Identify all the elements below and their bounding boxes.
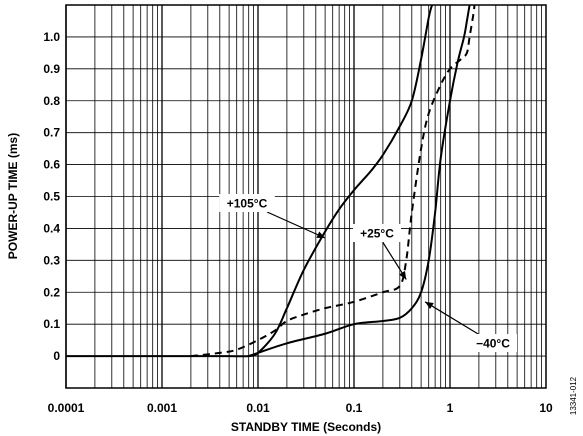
x-tick-label: 0.0001 [48,401,85,415]
y-tick-label: 0.2 [43,285,60,299]
y-tick-label: 0.6 [43,158,60,172]
x-tick-label: 0.01 [246,401,270,415]
annotation-arrowhead [399,270,407,280]
annotation-label: +105°C [227,197,268,211]
grid [65,4,546,389]
annotation-label: −40°C [476,337,510,351]
y-tick-label: 1.0 [43,30,60,44]
y-tick-label: 0.4 [43,221,60,235]
series-layer [66,5,476,358]
plot-area-frame [65,4,547,389]
y-tick-label: 0.5 [43,190,60,204]
annotation-box [469,334,517,352]
annotation-box [219,194,275,212]
y-tick-labels: 0 0.1 0.2 0.3 0.4 0.5 0.6 0.7 0.8 0.9 1.0 [43,30,60,363]
y-tick-label: 0.8 [43,94,60,108]
x-axis-label: STANDBY TIME (Seconds) [231,420,381,434]
x-tick-label: 10 [539,401,553,415]
annotation-layer: +105°C +25°C −40°C [219,194,517,352]
x-tick-label: 1 [447,401,454,415]
series-line-2 [248,5,471,358]
y-tick-label: 0.3 [43,253,60,267]
figure-id: 13341-012 [569,376,578,415]
series-line-0 [66,5,434,358]
annotation-arrowhead [425,301,434,309]
annotation-label: +25°C [360,227,394,241]
y-axis-label: POWER-UP TIME (ms) [6,133,20,259]
annotation-leader [266,211,326,239]
x-tick-labels: 0.0001 0.001 0.01 0.1 1 10 [48,401,553,415]
y-tick-label: 0 [53,349,60,363]
annotation-leader [424,301,479,335]
y-tick-label: 0.7 [43,126,60,140]
y-tick-label: 0.9 [43,62,60,76]
annotation-arrowhead [316,231,326,238]
x-tick-label: 0.1 [346,401,363,415]
annotation-box [353,224,401,242]
y-tick-label: 0.1 [43,317,60,331]
x-tick-label: 0.001 [147,401,177,415]
